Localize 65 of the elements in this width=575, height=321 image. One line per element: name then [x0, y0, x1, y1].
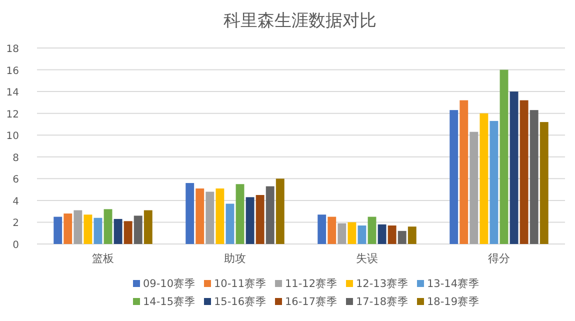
legend-label: 10-11赛季 [214, 277, 267, 290]
bar [378, 224, 386, 244]
bar [460, 100, 468, 244]
bar [348, 222, 356, 244]
legend-label: 11-12赛季 [285, 277, 338, 290]
y-tick-label: 6 [12, 174, 19, 186]
legend-label: 09-10赛季 [143, 277, 196, 290]
bar [480, 113, 488, 244]
bar [500, 70, 508, 244]
bar [246, 197, 254, 244]
legend-label: 18-19赛季 [427, 295, 480, 308]
bar [236, 184, 244, 244]
bar [256, 195, 264, 244]
bar [358, 225, 366, 244]
bar [226, 204, 234, 244]
bar [338, 223, 346, 244]
y-tick-label: 12 [6, 109, 19, 120]
legend-label: 17-18赛季 [356, 295, 409, 308]
y-tick-label: 18 [6, 44, 19, 55]
bar [408, 226, 416, 244]
bar [54, 216, 62, 244]
y-tick-label: 0 [12, 240, 19, 251]
y-tick-label: 8 [12, 152, 19, 164]
bar [84, 214, 92, 244]
bar [144, 210, 152, 244]
bar [530, 110, 538, 244]
bar [104, 209, 112, 244]
legend-label: 13-14赛季 [427, 277, 480, 290]
bar [134, 216, 142, 244]
bar [540, 122, 548, 244]
chart-title: 科里森生涯数据对比 [224, 11, 376, 31]
y-tick-label: 4 [12, 196, 19, 208]
x-tick-label: 助攻 [224, 252, 246, 265]
bar [318, 214, 326, 244]
legend-label: 12-13赛季 [356, 277, 409, 290]
y-tick-label: 2 [12, 218, 19, 230]
bar [74, 210, 82, 244]
bar [114, 218, 122, 244]
bar [94, 218, 102, 244]
legend-label: 14-15赛季 [143, 295, 196, 308]
bar [276, 178, 284, 244]
x-tick-label: 失误 [356, 252, 378, 265]
legend-label: 16-17赛季 [285, 295, 338, 308]
bar [124, 221, 132, 244]
bar [196, 188, 204, 244]
y-tick-label: 10 [6, 131, 19, 142]
bar [186, 183, 194, 244]
y-tick-label: 14 [6, 88, 19, 99]
bar [450, 110, 458, 244]
bar [520, 100, 528, 244]
bar [398, 230, 406, 244]
bar [490, 120, 498, 244]
legend-label: 15-16赛季 [214, 295, 267, 308]
x-tick-label: 篮板 [92, 252, 114, 265]
bar [216, 188, 224, 244]
y-tick-label: 16 [6, 66, 19, 77]
bar [266, 186, 274, 244]
bar [510, 92, 518, 244]
bar [470, 132, 478, 244]
bar [368, 216, 376, 244]
bar [64, 214, 72, 244]
x-tick-label: 得分 [488, 252, 510, 265]
bar [206, 192, 214, 244]
bar [388, 225, 396, 244]
bar [328, 216, 336, 244]
